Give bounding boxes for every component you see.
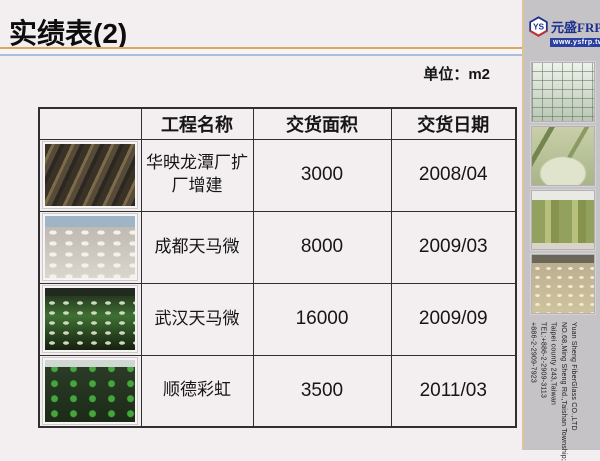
delivery-date: 2008/04 — [390, 138, 517, 212]
table-row: 华映龙潭厂扩厂增建 3000 2008/04 — [38, 138, 517, 212]
unit-label: 单位：m2 — [423, 66, 490, 83]
project-photo-cell — [38, 138, 142, 212]
title-divider — [0, 47, 522, 56]
header-project-name: 工程名称 — [140, 107, 254, 140]
company-tel-line: TEL:+886-2-2909-3113 — [539, 322, 547, 399]
sidebar-photo-grating-ceiling — [531, 62, 595, 122]
ys-hexagon-icon: YS — [529, 16, 548, 37]
sidebar-photo-storage-tanks — [531, 190, 595, 250]
header-delivery-date: 交货日期 — [390, 107, 517, 140]
delivery-area: 3000 — [252, 138, 392, 212]
header-photo — [38, 107, 142, 140]
company-logo: YS 元盛FRP www.ysfrp.tw — [528, 16, 600, 47]
delivery-date: 2009/03 — [390, 210, 517, 284]
company-contact-vertical-text: Yuan Sheng FiberGlass CO.,LTD NO.68,Ming… — [529, 322, 578, 461]
table-row: 顺德彩虹 3500 2011/03 — [38, 354, 517, 428]
project-photo-dark-interior — [43, 286, 138, 352]
project-photo-cell — [38, 210, 142, 284]
slide-main-area: 实绩表(2) 单位：m2 工程名称 交货面积 交货日期 华映龙潭厂扩厂增建 30… — [0, 18, 522, 428]
project-name: 成都天马微 — [140, 210, 254, 284]
project-photo-green-domes — [43, 357, 138, 424]
brand-name: 元盛FRP — [551, 20, 600, 35]
delivery-date: 2009/09 — [390, 282, 517, 356]
delivery-area: 8000 — [252, 210, 392, 284]
project-photo-cell — [38, 354, 142, 428]
project-photo-rebar-construction — [43, 142, 138, 208]
company-sidebar: YS 元盛FRP www.ysfrp.tw Yuan Sheng FiberGl… — [522, 0, 600, 461]
performance-table: 工程名称 交货面积 交货日期 华映龙潭厂扩厂增建 3000 2008/04 成都… — [38, 107, 517, 428]
svg-text:YS: YS — [533, 22, 545, 32]
delivery-area: 3500 — [252, 354, 392, 428]
company-tel2-line: +886-2-2909-7923 — [529, 322, 537, 383]
table-row: 成都天马微 8000 2009/03 — [38, 210, 517, 284]
table-header-row: 工程名称 交货面积 交货日期 — [38, 107, 517, 140]
brand-url: www.ysfrp.tw — [550, 38, 600, 47]
company-name-line: Yuan Sheng FiberGlass CO.,LTD — [570, 322, 577, 431]
header-delivery-area: 交货面积 — [252, 107, 392, 140]
delivery-date: 2011/03 — [390, 354, 517, 428]
project-photo-cell — [38, 282, 142, 356]
delivery-area: 16000 — [252, 282, 392, 356]
sidebar-photo-tank-closeup — [531, 126, 595, 186]
company-street-line: NO.68,Ming Sheng Rd.,Taishan Township; — [559, 322, 567, 461]
sidebar-photo-dome-floor — [531, 254, 595, 314]
company-city-line: Taipei county 243,Taiwan — [549, 322, 557, 406]
project-name: 华映龙潭厂扩厂增建 — [140, 138, 254, 212]
page-title: 实绩表(2) — [9, 18, 128, 49]
project-photo-mold-rows — [43, 214, 138, 280]
project-name: 顺德彩虹 — [140, 354, 254, 428]
project-name: 武汉天马微 — [140, 282, 254, 356]
table-row: 武汉天马微 16000 2009/09 — [38, 282, 517, 356]
